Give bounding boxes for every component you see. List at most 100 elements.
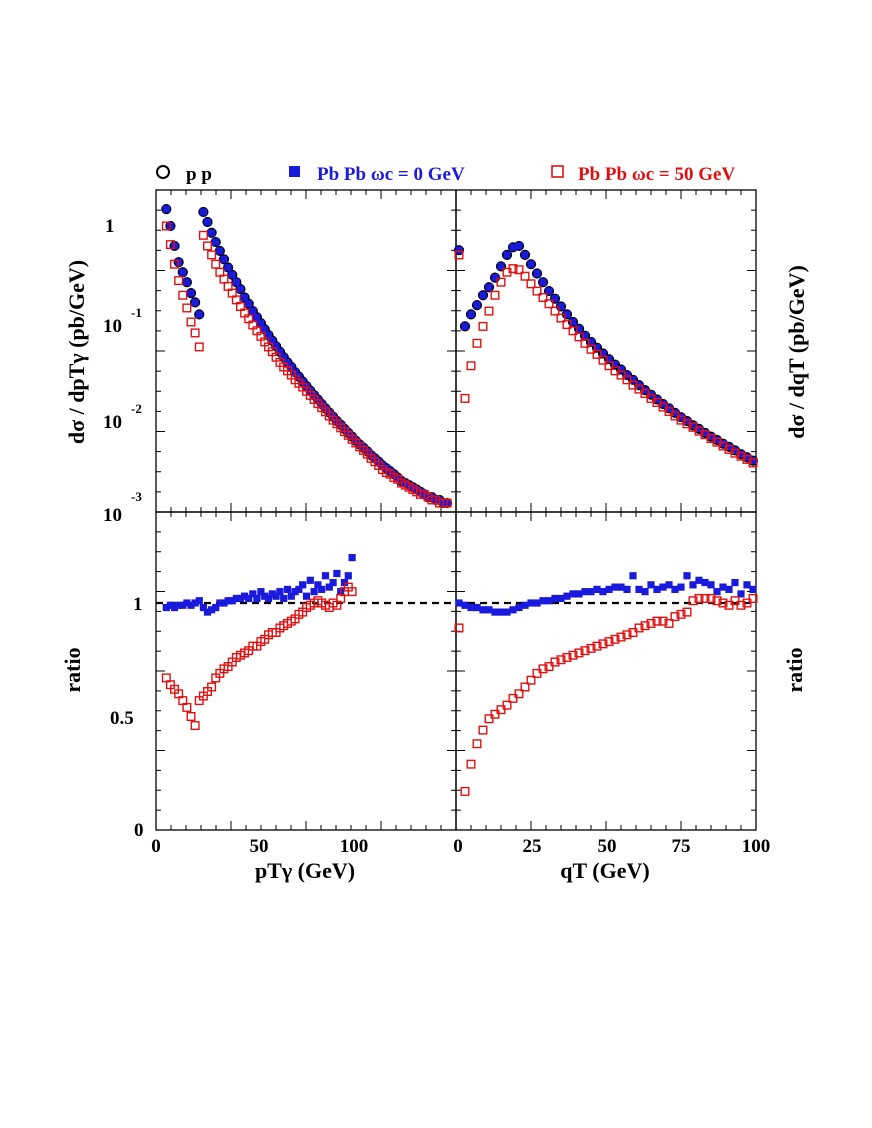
point-bottom-left-pbpb0-28	[276, 588, 284, 596]
point-top-left-pbpb0-4	[179, 268, 187, 276]
point-bottom-right-pbpb0-49	[749, 585, 757, 593]
ytick-label-exp-3: -3	[131, 489, 142, 504]
point-bottom-right-pbpb0-4	[479, 606, 487, 614]
point-top-right-pbpb0-3	[473, 301, 481, 309]
point-bottom-right-pbpb50-42	[706, 593, 716, 603]
point-bottom-left-pbpb0-26	[268, 590, 276, 598]
point-bottom-right-pbpb50-35	[664, 618, 674, 628]
point-bottom-right-pbpb0-41	[701, 578, 709, 587]
point-bottom-right-pbpb50-37	[676, 609, 686, 619]
point-top-right-pbpb0-37	[677, 413, 685, 421]
point-top-right-pp-12	[525, 259, 537, 270]
point-bottom-right-pbpb50-9	[508, 693, 518, 703]
point-bottom-right-pbpb50-10	[514, 689, 524, 699]
point-bottom-right-pbpb50-18	[562, 652, 572, 662]
point-bottom-right-pbpb50-38	[682, 607, 692, 617]
point-bottom-right-pbpb50-28	[622, 630, 632, 640]
ytick-label-10c: 10	[103, 505, 122, 526]
point-top-right-pbpb0-19	[569, 318, 577, 326]
point-top-left-pbpb0-23	[257, 319, 265, 327]
point-top-right-pp-3	[471, 299, 483, 311]
xtick-label-right-0: 0	[453, 836, 463, 857]
point-top-right-pbpb0-1	[461, 322, 469, 330]
point-bottom-left-pbpb0-31	[287, 592, 295, 600]
point-top-right-pp-13	[531, 268, 543, 279]
point-bottom-left-pbpb0-12	[212, 603, 220, 612]
point-top-left-pbpb50-1	[165, 240, 175, 250]
point-bottom-right-pbpb50-46	[730, 596, 740, 606]
point-top-right-pbpb0-16	[551, 295, 559, 303]
point-bottom-left-pbpb0-45	[340, 578, 349, 587]
point-bottom-right-pbpb0-15	[545, 597, 553, 605]
point-bottom-right-pbpb50-26	[610, 634, 620, 644]
ytick-label-10a: 10	[103, 316, 122, 337]
point-top-right-pbpb0-25	[605, 355, 613, 363]
point-top-right-pbpb50-10	[514, 265, 524, 275]
point-bottom-left-pbpb0-41	[325, 583, 333, 591]
point-bottom-left-pbpb0-22	[253, 594, 261, 603]
point-top-left-pbpb0-18	[236, 285, 245, 293]
point-top-right-pbpb50-24	[598, 355, 608, 365]
point-top-right-pbpb50-19	[568, 326, 578, 336]
point-top-right-pbpb0-11	[521, 251, 529, 259]
point-top-left-pbpb0-9	[199, 208, 207, 216]
point-bottom-left-pbpb0-35	[302, 592, 311, 600]
point-top-left-pbpb0-29	[280, 353, 288, 361]
point-top-right-pbpb50-14	[538, 292, 548, 302]
point-bottom-right-pbpb0-24	[599, 588, 607, 596]
point-bottom-left-pbpb0-25	[264, 594, 273, 603]
point-top-right-pp-15	[543, 285, 555, 297]
point-bottom-left-pbpb50-7	[190, 721, 200, 731]
point-bottom-right-pbpb50-47	[736, 600, 746, 610]
point-top-left-pbpb50-7	[190, 328, 200, 338]
point-bottom-right-pbpb0-39	[689, 581, 697, 589]
point-top-right-pbpb0-49	[749, 456, 757, 465]
xlabel-left: pTγ (GeV)	[255, 858, 355, 883]
ytick-label-exp-1: -1	[131, 305, 142, 320]
point-bottom-left-pbpb0-40	[321, 572, 330, 580]
point-top-left-pbpb50-0	[161, 221, 171, 231]
point-bottom-right-pbpb0-27	[617, 583, 625, 591]
xtick-label-right-75: 75	[672, 836, 691, 857]
point-bottom-right-pbpb50-41	[700, 593, 710, 603]
point-bottom-right-pbpb0-20	[575, 590, 583, 598]
point-bottom-right-pbpb50-33	[652, 616, 662, 626]
point-top-right-pbpb0-43	[713, 436, 721, 444]
point-bottom-right-pbpb0-6	[491, 608, 499, 616]
ytick-label-exp-2: -2	[131, 401, 142, 416]
point-top-right-pp-19	[567, 316, 579, 328]
point-top-right-pbpb0-24	[599, 349, 607, 358]
point-bottom-right-pbpb50-22	[586, 643, 596, 653]
xtick-label-right-50: 50	[598, 836, 617, 857]
point-bottom-left-pbpb0-30	[283, 585, 292, 593]
point-top-right-pbpb0-2	[467, 310, 475, 318]
point-top-left-pbpb0-19	[240, 293, 249, 302]
point-top-right-pbpb0-15	[545, 287, 553, 295]
point-bottom-right-pbpb0-43	[713, 588, 721, 596]
point-bottom-right-pbpb50-11	[520, 682, 530, 692]
point-bottom-left-pbpb0-19	[240, 592, 249, 600]
point-top-left-pbpb50-10	[202, 241, 212, 251]
point-bottom-right-pbpb0-8	[503, 608, 511, 616]
point-bottom-right-pbpb0-29	[629, 572, 637, 580]
point-bottom-right-pbpb0-44	[719, 583, 727, 591]
point-top-right-pbpb0-21	[581, 332, 589, 340]
point-top-left-pbpb0-30	[283, 358, 292, 366]
legend-marker-pp	[156, 165, 170, 179]
point-top-right-pbpb50-22	[586, 344, 596, 354]
point-top-left-pp-9	[198, 206, 209, 218]
xtick-label-left-100: 100	[340, 836, 369, 857]
point-bottom-right-pbpb50-27	[616, 632, 626, 642]
point-bottom-right-pbpb0-47	[737, 590, 745, 598]
point-bottom-right-pbpb0-5	[485, 606, 493, 614]
point-top-left-pbpb0-14	[220, 255, 228, 263]
point-top-left-pbpb0-8	[195, 310, 203, 318]
point-bottom-left-pbpb0-1	[166, 601, 175, 609]
point-bottom-left-pbpb0-6	[187, 601, 195, 609]
point-top-left-pbpb0-24	[261, 325, 269, 333]
point-bottom-right-pbpb0-7	[497, 608, 505, 616]
point-bottom-right-pbpb50-1	[460, 786, 470, 796]
point-bottom-left-pbpb0-38	[314, 581, 322, 589]
legend: p p Pb Pb ωc = 0 GeV Pb Pb ωc = 50 GeV	[156, 164, 735, 185]
